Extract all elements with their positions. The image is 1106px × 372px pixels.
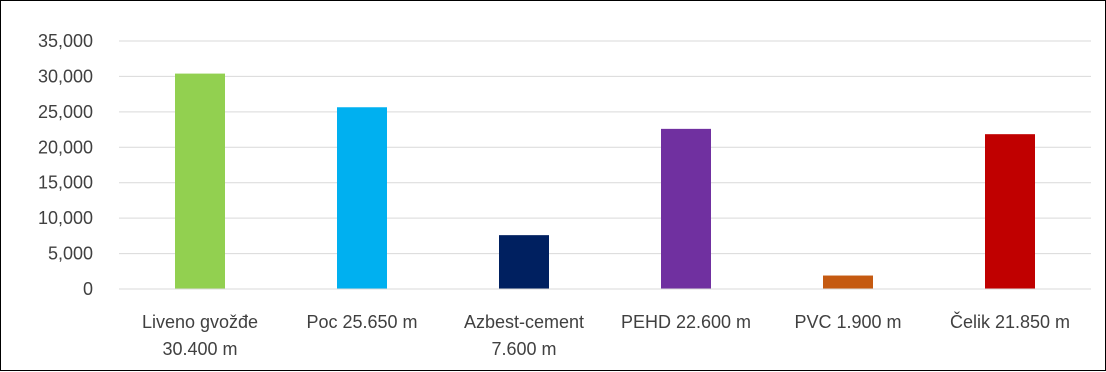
bar [985, 134, 1035, 289]
x-category-label: PEHD 22.600 m [621, 312, 751, 332]
bar [337, 107, 387, 289]
x-category-label: PVC 1.900 m [794, 312, 901, 332]
gridlines [119, 40, 1091, 255]
bar [499, 235, 549, 289]
y-tick-label: 0 [83, 279, 93, 299]
bar [823, 275, 873, 289]
x-category-label: Poc 25.650 m [306, 312, 417, 332]
x-category-label: Azbest-cement 7.600 m [464, 312, 584, 359]
bar [661, 128, 711, 289]
y-tick-label: 25,000 [38, 102, 93, 122]
x-axis-category-labels: Liveno gvožđe 30.400 m Poc 25.650 m Azbest-… [142, 311, 1070, 359]
bar [175, 73, 225, 289]
y-tick-label: 30,000 [38, 66, 93, 86]
y-tick-label: 5,000 [48, 244, 93, 264]
y-tick-label: 10,000 [38, 208, 93, 228]
y-axis-tick-labels: 0 5,000 10,000 15,000 20,000 25,000 30,000 35,0… [38, 31, 93, 299]
y-tick-label: 20,000 [38, 137, 93, 157]
x-category-label: Čelik 21.850 m [950, 311, 1070, 332]
y-tick-label: 15,000 [38, 173, 93, 193]
y-tick-label: 35,000 [38, 31, 93, 51]
x-category-label: Liveno gvožđe 30.400 m [142, 312, 258, 359]
bars [175, 73, 1035, 289]
